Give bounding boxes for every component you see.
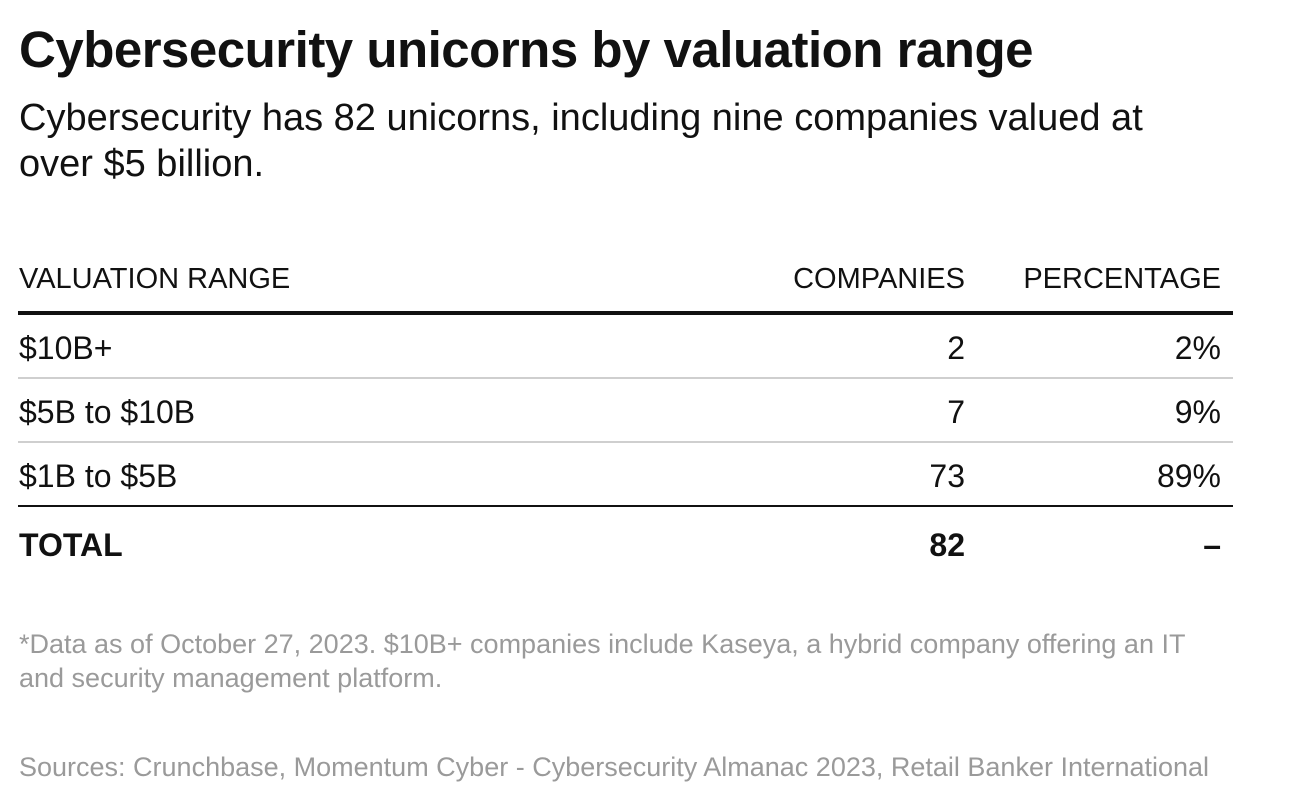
footnote: *Data as of October 27, 2023. $10B+ comp… xyxy=(19,629,1185,693)
table-header: VALUATION RANGE COMPANIES PERCENTAGE xyxy=(18,250,1233,315)
cell-percentage: 9% xyxy=(1174,394,1221,430)
cell-valuation-range: $10B+ xyxy=(19,330,113,366)
column-header-companies: COMPANIES xyxy=(793,263,965,295)
chart-subtitle: Cybersecurity has 82 unicorns, including… xyxy=(19,97,1143,185)
total-companies: 82 xyxy=(929,527,965,563)
table-total-row: TOTAL 82 – xyxy=(18,507,1233,579)
cell-valuation-range: $5B to $10B xyxy=(19,394,196,430)
column-header-valuation-range: VALUATION RANGE xyxy=(19,263,291,295)
table-row: $1B to $5B 73 89% xyxy=(18,443,1233,507)
cell-percentage: 2% xyxy=(1174,330,1221,366)
valuation-table: VALUATION RANGE COMPANIES PERCENTAGE $10… xyxy=(18,250,1233,579)
table-body: $10B+ 2 2% $5B to $10B 7 9% $1B to $5B 7… xyxy=(18,315,1233,507)
cell-companies: 7 xyxy=(947,394,965,430)
table-row: $5B to $10B 7 9% xyxy=(18,379,1233,443)
total-percentage: – xyxy=(1203,527,1221,563)
cell-companies: 73 xyxy=(929,458,965,494)
source-note: Sources: Crunchbase, Momentum Cyber - Cy… xyxy=(19,752,1210,782)
cell-companies: 2 xyxy=(947,330,965,366)
chart-title: Cybersecurity unicorns by valuation rang… xyxy=(19,21,1033,78)
table-row: $10B+ 2 2% xyxy=(18,315,1233,379)
cell-percentage: 89% xyxy=(1156,458,1221,494)
cell-valuation-range: $1B to $5B xyxy=(19,458,178,494)
total-label: TOTAL xyxy=(19,527,123,563)
column-header-percentage: PERCENTAGE xyxy=(1023,263,1221,295)
